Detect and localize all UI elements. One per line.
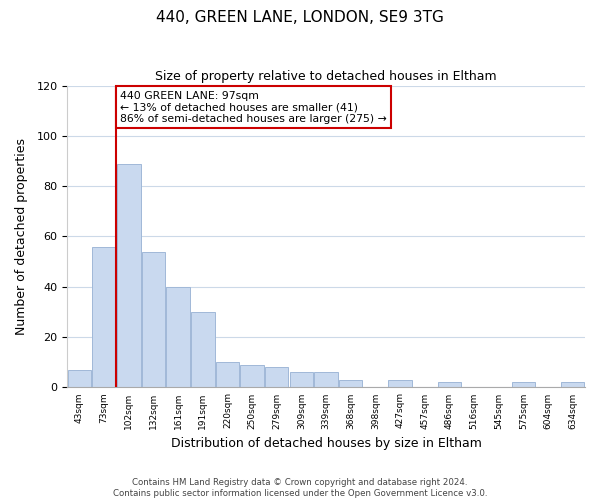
Bar [166,287,190,388]
Bar [561,382,584,388]
Text: 440, GREEN LANE, LONDON, SE9 3TG: 440, GREEN LANE, LONDON, SE9 3TG [156,10,444,25]
Bar [339,380,362,388]
Bar [265,368,289,388]
Bar [191,312,215,388]
Bar [512,382,535,388]
Bar [241,365,264,388]
Bar [290,372,313,388]
Text: 440 GREEN LANE: 97sqm
← 13% of detached houses are smaller (41)
86% of semi-deta: 440 GREEN LANE: 97sqm ← 13% of detached … [120,90,387,124]
Title: Size of property relative to detached houses in Eltham: Size of property relative to detached ho… [155,70,497,83]
Y-axis label: Number of detached properties: Number of detached properties [15,138,28,335]
Bar [314,372,338,388]
Bar [437,382,461,388]
X-axis label: Distribution of detached houses by size in Eltham: Distribution of detached houses by size … [170,437,482,450]
Bar [142,252,165,388]
Bar [92,246,116,388]
Bar [117,164,140,388]
Bar [68,370,91,388]
Text: Contains HM Land Registry data © Crown copyright and database right 2024.
Contai: Contains HM Land Registry data © Crown c… [113,478,487,498]
Bar [216,362,239,388]
Bar [388,380,412,388]
